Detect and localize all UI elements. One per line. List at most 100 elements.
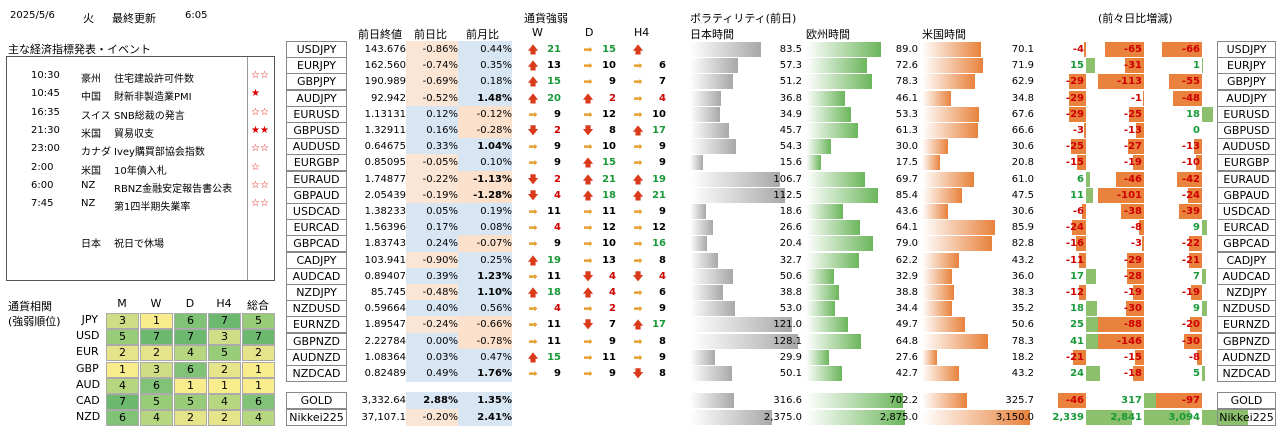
dchg-value: -0.69% [406,73,458,91]
vol-bar [690,204,706,219]
delta-value: 15 [1070,60,1084,72]
d-score: 11 [602,206,616,217]
table-row: GBPNZD 2.22784 0.00% -0.78% ➡ 11 ➡ 9 ➡ 8 128.1 64.8… [0,332,1281,350]
vol-bar [922,123,979,138]
mchg-value: 0.56% [458,300,512,318]
delta-bar [1176,171,1202,187]
vol-value eu: 42.7 [895,368,918,379]
vol-bar [922,349,938,365]
w-arrow-icon: 🡇 [527,172,539,186]
delta-bar [1083,42,1086,57]
pair-name-right: NZDJPY [1217,284,1276,301]
delta-value: -24 [1065,222,1084,234]
d-arrow-icon: 🡇 [582,269,594,283]
event-country: 米国 [81,128,101,140]
vol-bar [922,236,993,252]
h-score: 17 [652,319,666,331]
updated-label: 最終更新 [112,12,156,25]
pair-name-right: EURJPY [1217,57,1276,75]
col-w: W [532,26,543,39]
table-row: CADJPY 103.941 -0.90% 0.25% 🡅 19 ➡ 13 ➡ 8 32.7 62.2… [0,251,1281,269]
table-row: EURUSD 1.13131 0.12% -0.12% ➡ 9 ➡ 12 ➡ 10 34.9 53.3… [0,105,1281,123]
delta-value: -38 [1123,206,1142,217]
dchg-value: -0.86% [406,41,458,58]
event-name: Ivey購買部協会指数 [114,147,205,159]
delta-value: -4 [1072,44,1084,55]
pair-name: Nikkei225 [286,409,347,426]
pair-name: AUDNZD [286,348,347,366]
pair-name-right: EURUSD [1217,105,1276,123]
delta-bar [1098,187,1144,203]
strength-ccy: USD [76,329,100,343]
pair-name: EURCAD [286,219,347,237]
table-row: GBPCAD 1.83743 0.24% -0.07% ➡ 9 ➡ 10 ➡ 16 20.4 79.0… [0,235,1281,253]
event-stars: ★★ [251,124,269,136]
w-score: 9 [554,238,561,250]
close-value: 1.38233 [364,206,406,217]
delta-value: -29 [1123,254,1142,266]
delta-value: 24 [1070,368,1084,379]
h-arrow-icon: 🡇 [632,367,644,380]
mchg-value: -0.07% [458,235,512,253]
d-score: 12 [602,222,616,234]
pair-name: EURGBP [286,154,347,172]
pair-name-right: NZDUSD [1217,300,1276,318]
vol-value jp: 51.2 [779,76,802,88]
vol-value us: 36.0 [1011,270,1034,282]
close-value: 1.74877 [364,173,406,185]
w-arrow-icon: 🡅 [527,91,539,105]
event-row: 6:00 NZ RBNZ金融安定報告書公表 ☆☆ [7,177,274,195]
event-stars: ☆☆ [251,106,269,118]
d-arrow-icon: ➡ [583,43,593,56]
d-score: 11 [602,351,616,363]
delta-bar [1202,58,1203,74]
h-arrow-icon: ➡ [633,350,643,364]
mchg-value: -0.12% [458,105,512,123]
event-country: 豪州 [81,74,101,85]
vol-bar [806,139,832,155]
delta-value: -46 [1065,395,1084,406]
close-value: 162.560 [364,60,406,72]
strength-ccy: AUD [76,377,101,391]
strength-cell: 6 [174,313,207,329]
pair-name: CADJPY [286,251,347,269]
w-score: 4 [554,189,561,201]
vol-value jp: 18.6 [779,206,802,217]
vol-value jp: 26.6 [779,222,802,234]
table-row: EURGBP 0.85095 -0.05% 0.10% ➡ 9 🡅 15 ➡ 9 15.6 17.5 2… [0,154,1281,172]
delta-value: -28 [1123,270,1142,282]
strength-cell: 5 [242,313,275,329]
delta-value: 6 [1077,173,1084,185]
mchg-value: 1.35% [458,392,512,409]
dchg-value: -0.48% [406,284,458,301]
strength-cell: 4 [140,410,173,427]
vol-value eu: 78.3 [895,76,918,88]
mchg-value: 0.08% [458,219,512,237]
vol-bar [922,139,948,155]
d-score: 2 [609,92,616,104]
vol-value eu: 72.6 [895,60,918,72]
col-mchg: 前月比 [466,28,499,41]
vol-bar [922,90,952,106]
vol-bar [806,90,845,106]
vol-value jp: 112.5 [773,189,802,201]
d-score: 10 [602,60,616,72]
vol-value jp: 316.6 [773,395,802,406]
vol-value eu: 2,875.0 [879,412,918,423]
vol-value eu: 49.7 [895,319,918,331]
w-score: 18 [547,287,561,298]
vol-bar [690,268,733,284]
table-row: NZDJPY 85.745 -0.48% 1.10% 🡅 18 🡅 4 ➡ 6 38.8 38.8 38… [0,284,1281,301]
strength-cell: 1 [174,377,207,394]
strength-cell: 3 [208,329,241,346]
h-arrow-icon: ➡ [633,334,643,348]
w-score: 9 [554,141,561,153]
vol-value jp: 57.3 [779,60,802,72]
event-stars: ★ [251,88,260,100]
vol-bar [922,285,955,300]
strength-cell: 6 [174,361,207,378]
vol-bar [806,171,865,187]
d-arrow-icon: 🡅 [582,91,594,105]
d-score: 15 [602,157,616,169]
delta-bar [1127,139,1144,155]
